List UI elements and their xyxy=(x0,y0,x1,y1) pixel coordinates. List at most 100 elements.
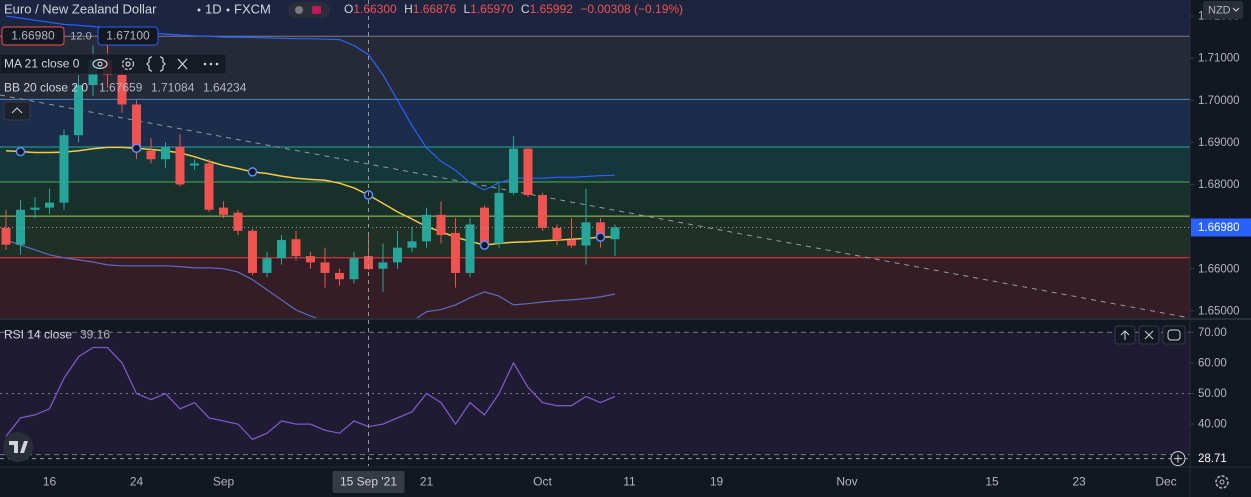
y-tick-label: 1.71000 xyxy=(1198,53,1240,65)
ma-marker xyxy=(595,232,606,242)
candle-body xyxy=(45,202,54,208)
x-tick-label: Sep xyxy=(213,475,235,489)
maximize-icon xyxy=(1167,329,1181,341)
buy-button[interactable] xyxy=(97,26,159,46)
status-icon xyxy=(295,6,303,14)
add-alert-icon xyxy=(1174,454,1182,463)
ohlc-value: 1.65970 xyxy=(470,2,514,16)
candle-body xyxy=(581,222,591,246)
rsi-cursor-box xyxy=(1191,450,1251,467)
buy-price[interactable]: 1.67100 xyxy=(106,29,150,43)
currency-button[interactable] xyxy=(1203,1,1243,19)
candle-body xyxy=(596,222,605,236)
candle-body xyxy=(233,212,243,231)
settings-button-center xyxy=(1219,479,1225,485)
candle-body xyxy=(204,163,214,210)
ma-legend-box xyxy=(0,53,227,75)
rsi-pane xyxy=(0,331,1190,460)
y-tick-label: 70.00 xyxy=(1198,327,1227,339)
candle-body xyxy=(306,256,315,263)
candle-body xyxy=(132,104,141,151)
status-pill[interactable] xyxy=(288,2,330,18)
x-tick-label: Dec xyxy=(1155,475,1176,489)
more-icon[interactable] xyxy=(209,62,213,66)
close-pane-icon xyxy=(1144,330,1154,340)
candle-body xyxy=(494,192,504,244)
candle-body xyxy=(335,272,344,280)
bb-legend[interactable]: BB 20 close 2 0 xyxy=(4,81,88,95)
logo-mark xyxy=(9,441,28,453)
candle-body xyxy=(219,207,228,215)
y-tick-label: 1.65000 xyxy=(1198,305,1240,317)
sell-price[interactable]: 1.66980 xyxy=(11,29,55,43)
settings-button[interactable] xyxy=(1215,475,1229,489)
trend-line xyxy=(0,94,1190,318)
candle-body xyxy=(30,207,40,210)
legend-icons xyxy=(92,56,188,72)
eye-icon[interactable] xyxy=(92,58,108,70)
last-price-box xyxy=(1191,218,1251,237)
ohlc-value: 1.66876 xyxy=(413,2,457,16)
ohlc-label: H xyxy=(404,2,413,16)
y-tick-label: 1.70000 xyxy=(1198,95,1240,107)
candle-body xyxy=(538,195,547,228)
x-tick-label: Oct xyxy=(533,475,552,489)
ohlc-value: 1.66300 xyxy=(353,2,397,16)
candle-body xyxy=(59,135,69,203)
sell-button[interactable] xyxy=(1,26,65,46)
candle-body xyxy=(509,148,518,193)
source-icon[interactable] xyxy=(146,56,166,72)
bb-lower-value: 1.64234 xyxy=(203,81,247,95)
y-tick-label: 1.69000 xyxy=(1198,137,1240,149)
source: FXCM xyxy=(234,1,271,16)
interval[interactable]: 1D xyxy=(205,1,222,16)
collapse-icon xyxy=(11,107,23,114)
candle-body xyxy=(436,214,446,236)
currency[interactable]: NZD xyxy=(1208,4,1231,16)
axes: 1.650001.660001.670001.680001.690001.700… xyxy=(43,0,1251,493)
candle-body xyxy=(175,146,185,185)
remove-icon[interactable] xyxy=(177,58,188,70)
more-icon[interactable] xyxy=(215,62,219,66)
candle-body xyxy=(567,240,576,246)
x-tick-label: 16 xyxy=(43,475,57,489)
candle-body xyxy=(422,214,431,242)
collapse-button[interactable] xyxy=(3,101,31,121)
rsi-value: 39.16 xyxy=(80,328,110,342)
ma-marker xyxy=(131,143,142,154)
separator-dot xyxy=(226,8,230,12)
ma-marker xyxy=(479,240,490,250)
candle-body xyxy=(393,247,402,263)
ohlc-value: 1.65992 xyxy=(530,2,574,16)
candle-body xyxy=(610,227,620,240)
x-tick-label: 11 xyxy=(623,475,636,489)
candle-body xyxy=(407,241,417,248)
change: −0.00308 (−0.19%) xyxy=(580,2,683,16)
move-up-icon xyxy=(1120,330,1130,340)
level-band xyxy=(0,99,1190,147)
rsi-legend[interactable]: RSI 14 close xyxy=(4,328,72,342)
top-band xyxy=(0,0,1190,36)
settings-icon-center xyxy=(125,61,131,67)
candle-body xyxy=(349,258,359,280)
candle-body xyxy=(74,85,83,136)
candle-body xyxy=(451,232,460,273)
settings-icon[interactable] xyxy=(121,57,135,71)
ohlc-label: C xyxy=(521,2,530,16)
candle-body xyxy=(190,163,199,166)
ma-marker xyxy=(247,167,258,177)
y-tick-label: 60.00 xyxy=(1198,357,1227,369)
rsi-line xyxy=(5,346,616,441)
level-band xyxy=(0,181,1190,217)
currency-chevron xyxy=(1232,7,1240,12)
main-pane xyxy=(0,15,1190,318)
maximize-button[interactable] xyxy=(1162,325,1186,345)
ma-marker xyxy=(15,146,26,157)
bb-upper-value: 1.71084 xyxy=(151,81,195,95)
y-tick-label: 1.68000 xyxy=(1198,179,1240,191)
more-icon[interactable] xyxy=(203,62,207,66)
x-tick-label: 15 xyxy=(985,475,999,489)
ma-legend[interactable]: MA 21 close 0 xyxy=(4,57,80,71)
candle-body xyxy=(248,230,257,273)
